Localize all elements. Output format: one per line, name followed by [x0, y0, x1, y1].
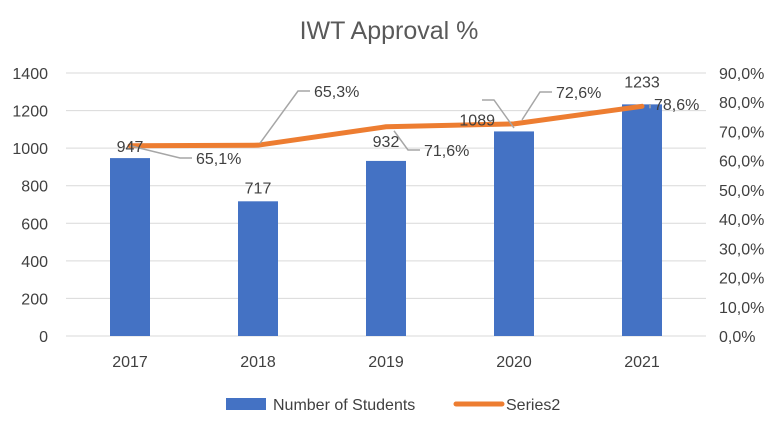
- line-series: [127, 103, 645, 149]
- right-tick-label: 20,0%: [719, 271, 764, 288]
- right-tick-label: 30,0%: [719, 241, 764, 258]
- line-data-label: 65,3%: [314, 84, 359, 101]
- legend: Number of Students Series2: [226, 397, 560, 414]
- right-tick-label: 50,0%: [719, 183, 764, 200]
- bar: [366, 160, 406, 336]
- right-axis: 0,0% 10,0% 20,0% 30,0% 40,0% 50,0% 60,0% 70,0% 8…: [719, 66, 764, 346]
- left-tick-label: 200: [21, 291, 48, 308]
- leader-line: [259, 90, 310, 144]
- bar: [622, 104, 662, 336]
- bar-series: [110, 104, 662, 336]
- bar-data-label: 947: [117, 139, 144, 156]
- legend-line-label: Series2: [506, 397, 560, 414]
- left-tick-label: 1200: [12, 104, 48, 121]
- legend-bar-label: Number of Students: [273, 397, 415, 414]
- bar-data-label: 717: [245, 180, 272, 197]
- line-data-label: 78,6%: [654, 97, 699, 114]
- right-tick-label: 70,0%: [719, 124, 764, 141]
- line-series-path: [127, 103, 645, 149]
- x-tick-label: 2017: [112, 354, 148, 371]
- left-tick-label: 1000: [12, 141, 48, 158]
- bar-data-label: 1089: [459, 112, 495, 129]
- right-tick-label: 10,0%: [719, 300, 764, 317]
- right-tick-label: 60,0%: [719, 154, 764, 171]
- left-tick-label: 400: [21, 254, 48, 271]
- bar-data-label: 932: [373, 134, 400, 151]
- line-data-label: 65,1%: [196, 151, 241, 168]
- x-tick-label: 2021: [624, 354, 660, 371]
- line-data-labels: 65,1% 65,3% 71,6% 72,6% 78,6%: [196, 84, 699, 168]
- bar-data-labels: 947 717 932 1089 1233: [117, 74, 660, 197]
- x-tick-label: 2020: [496, 354, 532, 371]
- leader-line: [521, 91, 552, 121]
- leader-line: [129, 145, 192, 159]
- x-axis: 2017 2018 2019 2020 2021: [112, 354, 660, 371]
- leader-line: [482, 99, 515, 129]
- right-tick-label: 80,0%: [719, 95, 764, 112]
- right-tick-label: 0,0%: [719, 329, 755, 346]
- x-tick-label: 2018: [240, 354, 276, 371]
- chart-title: IWT Approval %: [300, 17, 479, 45]
- bar: [494, 131, 534, 336]
- x-tick-label: 2019: [368, 354, 404, 371]
- left-tick-label: 0: [39, 329, 48, 346]
- right-tick-label: 40,0%: [719, 212, 764, 229]
- bar: [110, 158, 150, 336]
- left-tick-label: 800: [21, 179, 48, 196]
- left-axis: 0 200 400 600 800 1000 1200 1400: [12, 66, 48, 346]
- left-tick-label: 1400: [12, 66, 48, 83]
- bar: [238, 201, 278, 336]
- leader-line: [393, 130, 420, 151]
- line-data-label: 71,6%: [424, 143, 469, 160]
- label-leader-lines: [129, 90, 651, 159]
- legend-bar-swatch: [226, 398, 266, 410]
- line-data-label: 72,6%: [556, 85, 601, 102]
- right-tick-label: 90,0%: [719, 66, 764, 83]
- left-tick-label: 600: [21, 216, 48, 233]
- bar-data-label: 1233: [624, 74, 660, 91]
